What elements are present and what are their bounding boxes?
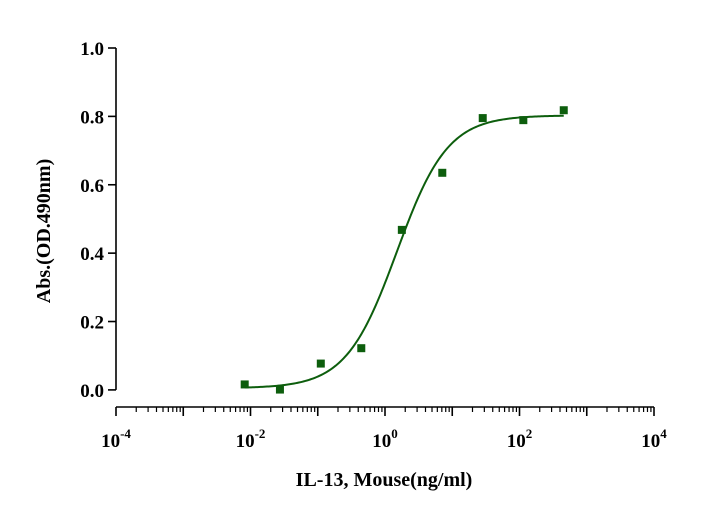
x-tick-label: 102: [507, 426, 533, 452]
x-tick-label: 10-2: [236, 426, 266, 452]
x-axis-title: IL-13, Mouse(ng/ml): [296, 469, 473, 491]
y-tick-label: 0.0: [80, 381, 104, 402]
x-tick-label: 100: [372, 426, 398, 452]
data-point: [438, 168, 447, 177]
y-tick-label: 0.4: [80, 244, 104, 265]
y-tick-label: 0.6: [80, 176, 104, 197]
x-tick-label: 10-4: [101, 426, 131, 452]
data-points-layer: [240, 106, 568, 394]
data-point: [478, 114, 487, 123]
data-point: [240, 380, 249, 389]
fit-curve-layer: [244, 114, 564, 389]
y-tick-label: 0.2: [80, 313, 104, 334]
data-point: [357, 344, 366, 353]
data-point: [316, 359, 325, 368]
x-axis: 10-4 10-2 100 102 104: [101, 406, 667, 452]
y-tick-label: 0.8: [80, 107, 104, 128]
data-point: [559, 106, 568, 115]
y-tick-label: 1.0: [80, 39, 104, 60]
data-point: [275, 385, 284, 394]
data-point: [397, 225, 406, 234]
y-axis-title: Abs.(OD.490nm): [33, 159, 55, 303]
fit-curve: [244, 114, 564, 389]
x-tick-label: 104: [641, 426, 667, 452]
y-axis: 0.0 0.2 0.4 0.6 0.8 1.0: [80, 39, 117, 402]
data-point: [519, 116, 528, 125]
